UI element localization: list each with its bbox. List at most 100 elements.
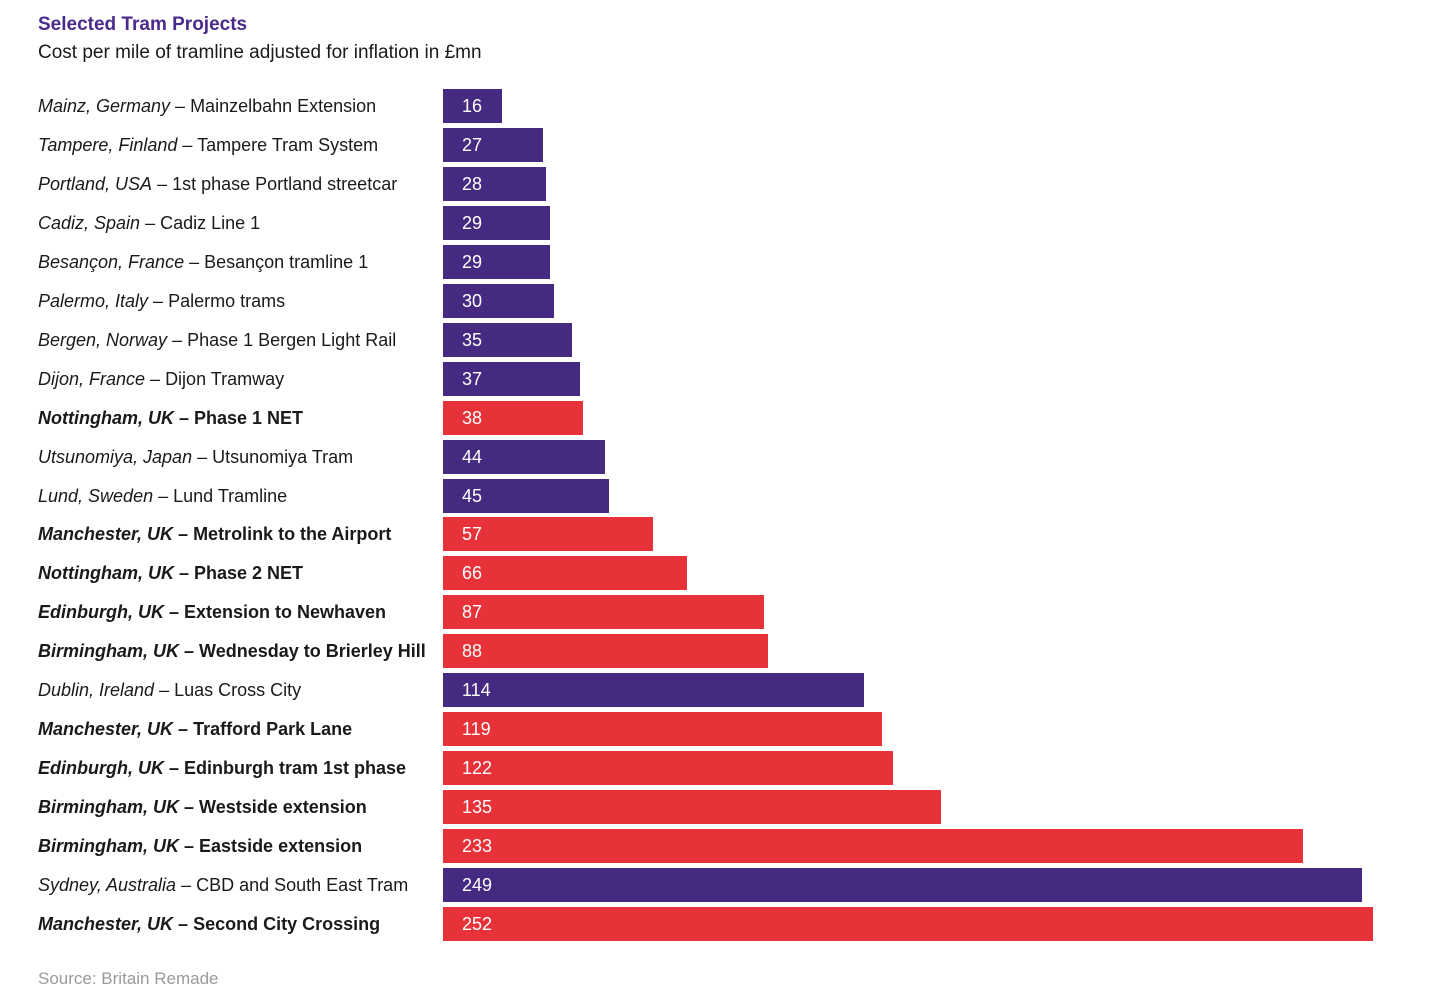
row-label-place: Edinburgh, UK	[38, 602, 164, 622]
row-label-place: Dublin, Ireland	[38, 680, 155, 700]
source-note: Source: Britain Remade	[38, 969, 219, 988]
bar: 35	[443, 323, 572, 357]
row-label-project: Edinburgh tram 1st phase	[184, 758, 407, 778]
row-label-separator: –	[179, 797, 200, 817]
row-label-place: Portland, USA	[38, 174, 153, 194]
row-label-project: 1st phase Portland streetcar	[172, 174, 398, 194]
row-label: Bergen, Norway – Phase 1 Bergen Light Ra…	[38, 323, 396, 357]
bar-value-label: 16	[462, 96, 483, 116]
row-label: Cadiz, Spain – Cadiz Line 1	[38, 206, 260, 240]
bar: 27	[443, 128, 543, 162]
chart-subtitle: Cost per mile of tramline adjusted for i…	[38, 42, 482, 63]
bar-value-label: 38	[462, 408, 483, 428]
row-label: Nottingham, UK – Phase 2 NET	[38, 556, 303, 590]
row-label-place: Manchester, UK	[38, 719, 174, 739]
row-label: Edinburgh, UK – Edinburgh tram 1st phase	[38, 751, 406, 785]
row-label-place: Besançon, France	[38, 252, 185, 272]
row-label-place: Birmingham, UK	[38, 797, 180, 817]
bar: 249	[443, 868, 1362, 902]
row-label-project: Mainzelbahn Extension	[190, 96, 377, 116]
row-label-separator: –	[167, 330, 188, 350]
row-label-place: Bergen, Norway	[38, 330, 168, 350]
bar: 252	[443, 907, 1373, 941]
row-label: Palermo, Italy – Palermo trams	[38, 284, 285, 318]
bar-value-label: 249	[462, 875, 493, 895]
row-label: Edinburgh, UK – Extension to Newhaven	[38, 595, 386, 629]
bar-value-label: 57	[462, 524, 483, 544]
row-label-place: Mainz, Germany	[38, 96, 171, 116]
row-label-place: Nottingham, UK	[38, 563, 174, 583]
chart-title: Selected Tram Projects	[38, 14, 248, 35]
bar-value-label: 233	[462, 836, 493, 856]
bar-value-label: 66	[462, 563, 483, 583]
row-label-place: Cadiz, Spain	[38, 213, 141, 233]
row-label: Tampere, Finland – Tampere Tram System	[38, 128, 378, 162]
bar-value-label: 135	[462, 797, 493, 817]
row-label-project: CBD and South East Tram	[196, 875, 409, 895]
bar-value-label: 87	[462, 602, 483, 622]
row-label-place: Utsunomiya, Japan	[38, 447, 193, 467]
row-label-project: Cadiz Line 1	[160, 213, 261, 233]
row-label-place: Lund, Sweden	[38, 486, 154, 506]
bar-value-label: 44	[462, 447, 483, 467]
row-label-project: Lund Tramline	[173, 486, 288, 506]
row-label: Dijon, France – Dijon Tramway	[38, 362, 284, 396]
row-label-place: Dijon, France	[38, 369, 146, 389]
row-label: Lund, Sweden – Lund Tramline	[38, 479, 287, 513]
row-label: Birmingham, UK – Westside extension	[38, 790, 367, 824]
row-label-separator: –	[148, 291, 169, 311]
bar: 44	[443, 440, 605, 474]
row-label-separator: –	[173, 914, 194, 934]
bar-value-label: 29	[462, 213, 483, 233]
row-label-project: Phase 1 Bergen Light Rail	[187, 330, 397, 350]
bar-value-label: 35	[462, 330, 483, 350]
bar-value-label: 114	[462, 680, 491, 700]
row-label-project: Extension to Newhaven	[184, 602, 387, 622]
row-label-separator: –	[163, 758, 184, 778]
row-label-place: Nottingham, UK	[38, 408, 174, 428]
bar: 57	[443, 517, 653, 551]
row-label-project: Besançon tramline 1	[204, 252, 369, 272]
row-label-separator: –	[145, 369, 166, 389]
row-label: Besançon, France – Besançon tramline 1	[38, 245, 368, 279]
bar: 66	[443, 556, 687, 590]
row-label-place: Manchester, UK	[38, 524, 174, 544]
bar-value-label: 122	[462, 758, 493, 778]
row-label-project: Metrolink to the Airport	[193, 524, 392, 544]
row-label-project: Second City Crossing	[193, 914, 381, 934]
bar-value-label: 88	[462, 641, 483, 661]
row-label-place: Manchester, UK	[38, 914, 174, 934]
row-label-separator: –	[173, 524, 194, 544]
row-label: Dublin, Ireland – Luas Cross City	[38, 673, 301, 707]
row-label-place: Tampere, Finland	[38, 135, 178, 155]
row-label-separator: –	[154, 680, 175, 700]
row-label-separator: –	[177, 135, 198, 155]
row-label: Manchester, UK – Metrolink to the Airpor…	[38, 517, 391, 551]
bar-value-label: 45	[462, 486, 483, 506]
bar: 16	[443, 89, 502, 123]
row-label-project: Luas Cross City	[174, 680, 302, 700]
bar-value-label: 29	[462, 252, 483, 272]
row-label: Nottingham, UK – Phase 1 NET	[38, 401, 303, 435]
row-label: Manchester, UK – Second City Crossing	[38, 907, 380, 941]
bar: 119	[443, 712, 882, 746]
row-label-place: Edinburgh, UK	[38, 758, 164, 778]
bar: 87	[443, 595, 764, 629]
row-label-project: Westside extension	[199, 797, 367, 817]
bar: 28	[443, 167, 546, 201]
bar-value-label: 37	[462, 369, 483, 389]
row-label-project: Eastside extension	[199, 836, 363, 856]
row-label-project: Palermo trams	[168, 291, 286, 311]
row-label-project: Trafford Park Lane	[193, 719, 353, 739]
row-label: Manchester, UK – Trafford Park Lane	[38, 712, 352, 746]
row-label-separator: –	[152, 174, 173, 194]
row-label-project: Phase 1 NET	[194, 408, 304, 428]
row-label-separator: –	[184, 252, 205, 272]
row-label-separator: –	[163, 602, 184, 622]
bar: 88	[443, 634, 768, 668]
row-label-project: Utsunomiya Tram	[212, 447, 354, 467]
bar: 29	[443, 245, 550, 279]
bar-value-label: 119	[462, 719, 491, 739]
row-label-separator: –	[173, 563, 194, 583]
row-label: Mainz, Germany – Mainzelbahn Extension	[38, 89, 376, 123]
